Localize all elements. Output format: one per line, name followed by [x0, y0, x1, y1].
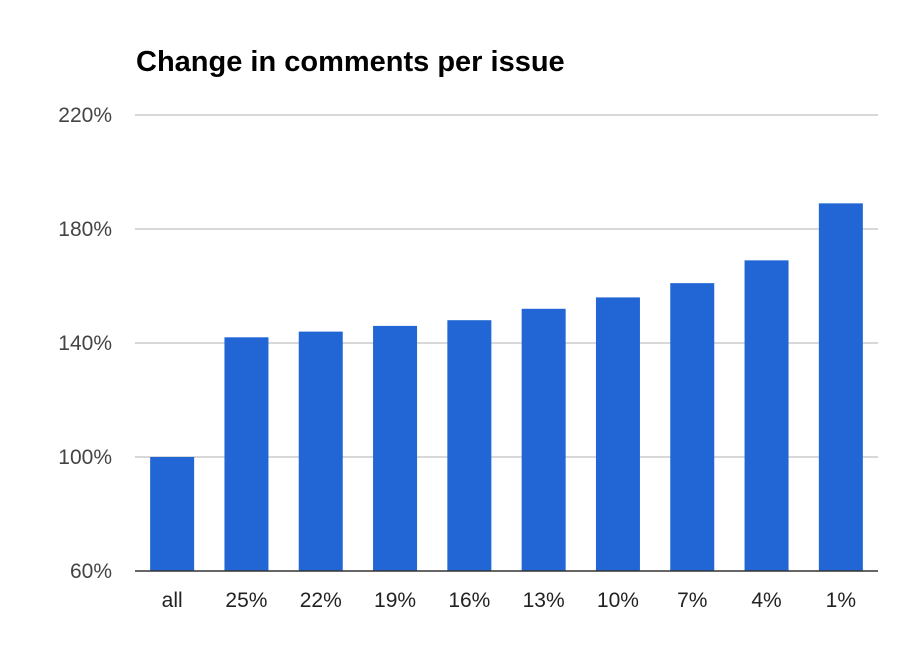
bar-6: [595, 297, 640, 571]
bar-2: [298, 331, 343, 571]
x-tick-label: 13%: [523, 589, 565, 612]
bar-9: [818, 203, 863, 571]
x-tick-label: 25%: [225, 589, 267, 612]
bar-8: [744, 260, 789, 571]
y-tick-label: 100%: [58, 446, 112, 469]
x-tick-label: 19%: [374, 589, 416, 612]
x-tick-label: 4%: [751, 589, 781, 612]
x-tick-label: 1%: [826, 589, 856, 612]
bar-4: [447, 320, 492, 571]
bar-7: [670, 283, 715, 571]
x-tick-label: 22%: [300, 589, 342, 612]
bar-0: [150, 457, 195, 571]
y-tick-label: 220%: [58, 104, 112, 127]
x-tick-label: 10%: [597, 589, 639, 612]
chart-title: Change in comments per issue: [136, 46, 565, 78]
x-tick-label: all: [162, 589, 183, 612]
y-axis-tick-labels: 60% 100% 140% 180% 220%: [58, 104, 112, 583]
x-tick-label: 7%: [677, 589, 707, 612]
bar-5: [521, 308, 566, 571]
x-tick-label: 16%: [448, 589, 490, 612]
y-tick-label: 140%: [58, 332, 112, 355]
bar-1: [224, 337, 269, 571]
bar-3: [373, 325, 418, 571]
x-axis-tick-labels: all 25% 22% 19% 16% 13% 10% 7% 4% 1%: [162, 589, 856, 612]
bars: [135, 203, 878, 572]
y-tick-label: 60%: [70, 560, 112, 583]
y-tick-label: 180%: [58, 218, 112, 241]
